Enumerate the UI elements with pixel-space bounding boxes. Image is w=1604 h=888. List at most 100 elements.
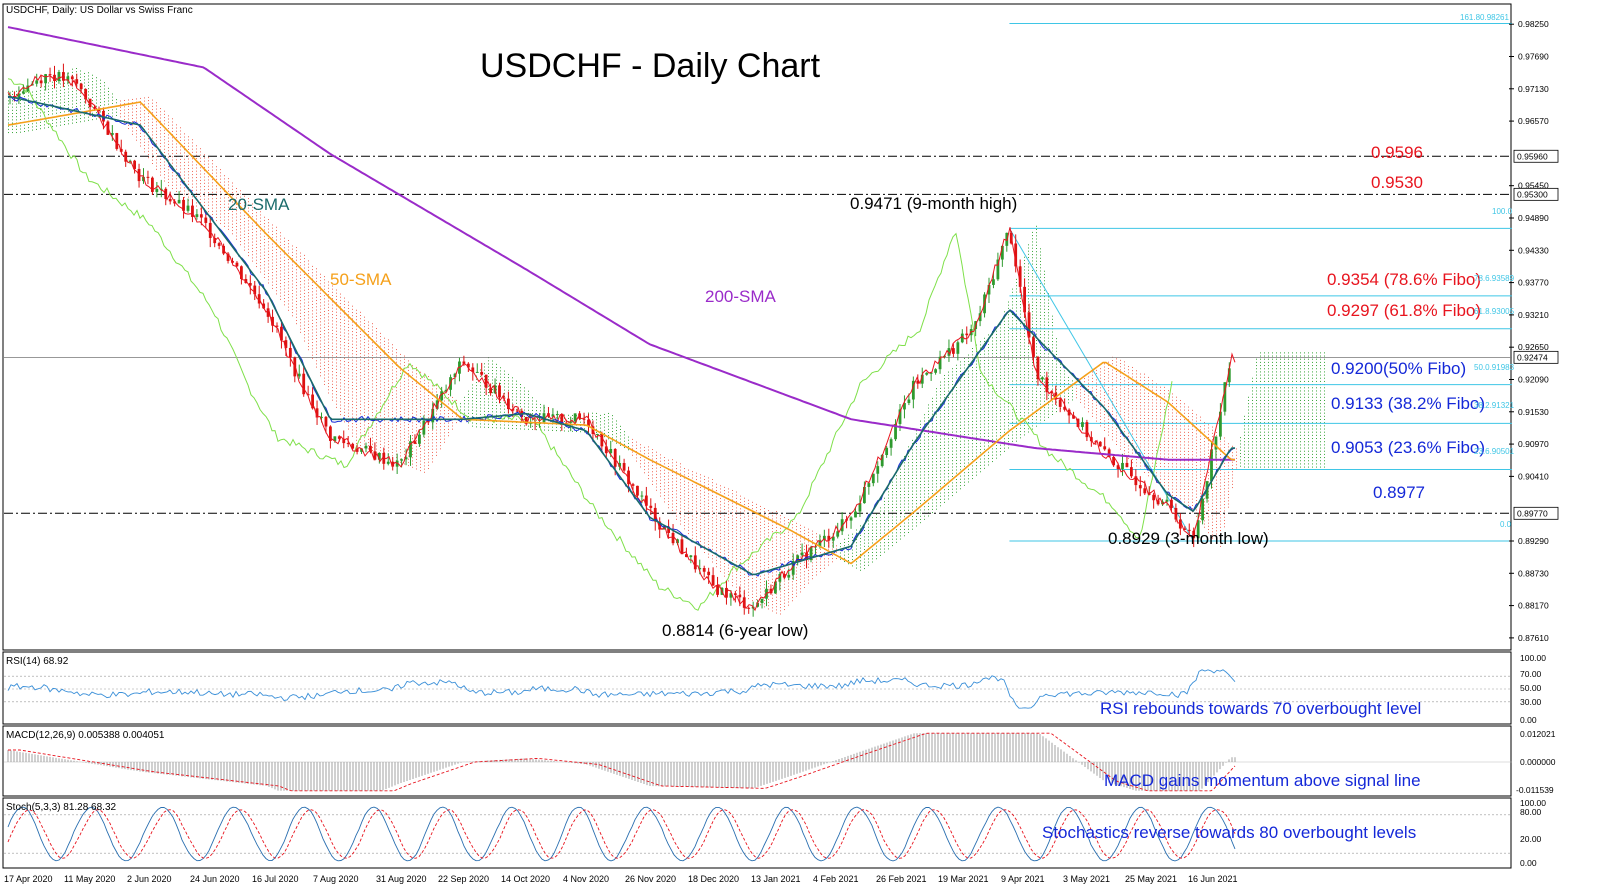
cloud-dot xyxy=(760,524,761,526)
cloud-dot xyxy=(756,516,757,518)
cloud-dot xyxy=(76,68,77,70)
cloud-dot xyxy=(620,429,621,431)
cloud-dot xyxy=(68,107,69,109)
cloud-dot xyxy=(772,610,773,612)
cloud-dot xyxy=(740,562,741,564)
cloud-dot xyxy=(480,388,481,390)
cloud-dot xyxy=(76,96,77,98)
cloud-dot xyxy=(944,419,945,421)
cloud-dot xyxy=(300,290,301,292)
cloud-dot xyxy=(696,498,697,500)
cloud-dot xyxy=(328,370,329,372)
cloud-dot xyxy=(348,396,349,398)
cloud-dot xyxy=(404,441,405,443)
cloud-dot xyxy=(516,386,517,388)
cloud-dot xyxy=(376,423,377,425)
cloud-dot xyxy=(392,410,393,412)
cloud-dot xyxy=(272,249,273,251)
cloud-dot xyxy=(728,548,729,550)
cloud-dot xyxy=(672,500,673,502)
cloud-dot xyxy=(288,268,289,270)
cloud-dot xyxy=(764,542,765,544)
cloud-dot xyxy=(932,458,933,460)
cloud-dot xyxy=(664,482,665,484)
cloud-dot xyxy=(908,525,909,527)
cloud-dot xyxy=(396,431,397,433)
cloud-dot xyxy=(704,488,705,490)
cloud-dot xyxy=(164,117,165,119)
cloud-dot xyxy=(860,538,861,540)
cloud-dot xyxy=(284,266,285,268)
cloud-dot xyxy=(960,383,961,385)
cloud-dot xyxy=(808,569,809,571)
cloud-dot xyxy=(764,523,765,525)
cloud-dot xyxy=(968,471,969,473)
cloud-dot xyxy=(692,483,693,485)
cloud-dot xyxy=(380,440,381,442)
cloud-dot xyxy=(504,392,505,394)
cloud-dot xyxy=(360,362,361,364)
cloud-dot xyxy=(132,121,133,123)
cloud-dot xyxy=(440,429,441,431)
cloud-dot xyxy=(560,430,561,432)
cloud-dot xyxy=(244,205,245,207)
cloud-dot xyxy=(276,283,277,285)
cloud-dot xyxy=(848,563,849,565)
cloud-dot xyxy=(740,555,741,557)
cloud-dot xyxy=(256,256,257,258)
cloud-dot xyxy=(716,528,717,530)
cloud-dot xyxy=(760,556,761,558)
cloud-dot xyxy=(356,357,357,359)
cloud-dot xyxy=(396,447,397,449)
cloud-dot xyxy=(260,233,261,235)
cloud-dot xyxy=(228,219,229,221)
cloud-dot xyxy=(236,216,237,218)
cloud-dot xyxy=(732,496,733,498)
cloud-dot xyxy=(352,407,353,409)
cloud-dot xyxy=(180,174,181,176)
cloud-dot xyxy=(64,95,65,97)
cloud-dot xyxy=(908,471,909,473)
cloud-dot xyxy=(884,497,885,499)
cloud-dot xyxy=(412,454,413,456)
cloud-dot xyxy=(840,555,841,557)
cloud-dot xyxy=(292,274,293,276)
cloud-dot xyxy=(752,552,753,554)
cloud-dot xyxy=(728,510,729,512)
cloud-dot xyxy=(424,471,425,473)
cloud-dot xyxy=(648,478,649,480)
cloud-dot xyxy=(952,444,953,446)
cloud-dot xyxy=(896,535,897,537)
cloud-dot xyxy=(920,446,921,448)
cloud-dot xyxy=(20,112,21,114)
cloud-dot xyxy=(768,541,769,543)
cloud-dot xyxy=(148,147,149,149)
cloud-dot xyxy=(888,491,889,493)
cloud-dot xyxy=(100,92,101,94)
cloud-dot xyxy=(796,586,797,588)
cloud-dot xyxy=(80,102,81,104)
cloud-dot xyxy=(396,434,397,436)
cloud-dot xyxy=(500,370,501,372)
cloud-dot xyxy=(896,484,897,486)
cloud-dot xyxy=(332,314,333,316)
cloud-dot xyxy=(216,201,217,203)
cloud-dot xyxy=(812,549,813,551)
cloud-dot xyxy=(884,545,885,547)
cloud-dot xyxy=(624,437,625,439)
cloud-dot xyxy=(936,391,937,393)
cloud-dot xyxy=(672,506,673,508)
cloud-dot xyxy=(948,387,949,389)
cloud-dot xyxy=(920,490,921,492)
cloud-dot xyxy=(468,397,469,399)
cloud-dot xyxy=(808,554,809,556)
cloud-dot xyxy=(404,377,405,379)
cloud-dot xyxy=(716,534,717,536)
cloud-dot xyxy=(212,166,213,168)
cloud-dot xyxy=(400,455,401,457)
cloud-dot xyxy=(884,519,885,521)
cloud-dot xyxy=(680,472,681,474)
cloud-dot xyxy=(844,561,845,563)
cloud-dot xyxy=(340,322,341,324)
cloud-dot xyxy=(376,445,377,447)
